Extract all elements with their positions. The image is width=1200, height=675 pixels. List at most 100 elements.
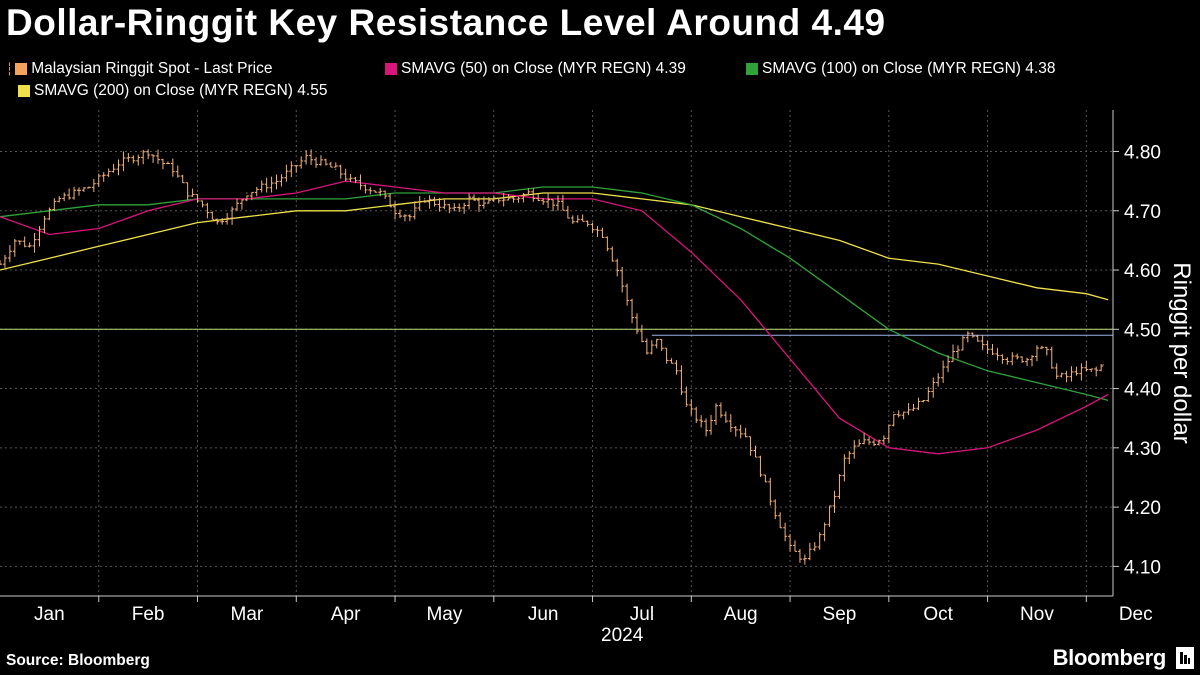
legend-item-spot[interactable]: ┆ Malaysian Ringgit Spot - Last Price (6, 60, 272, 78)
spot-point (893, 411, 895, 413)
sma100-line (0, 186, 1109, 402)
chart-legend: ┆ Malaysian Ringgit Spot - Last Price SM… (6, 60, 1196, 104)
spot-point (483, 204, 485, 206)
spot-point (453, 210, 455, 212)
spot-point (572, 222, 574, 224)
spot-point (1026, 358, 1028, 360)
spot-point (774, 512, 776, 514)
spot-point (937, 376, 939, 378)
spot-point (29, 245, 31, 247)
spot-point (201, 204, 204, 206)
spot-point (863, 441, 865, 443)
spot-point (43, 216, 46, 218)
ohlc-bar-icon: ┆ (6, 62, 14, 76)
series-group (0, 149, 1109, 565)
spot-point (512, 198, 515, 200)
y-tick-label: 4.10 (1124, 557, 1161, 578)
spot-point (695, 417, 697, 419)
spot-point (843, 459, 845, 461)
spot-point (1075, 370, 1078, 372)
x-tick-label: Aug (724, 604, 758, 625)
spot-point (819, 536, 821, 538)
x-tick-label: Mar (231, 604, 264, 625)
spot-point (364, 186, 367, 188)
spot-point (685, 405, 687, 407)
y-axis-label: Ringgit per dollar (1168, 262, 1195, 443)
spot-point (231, 210, 233, 212)
spot-point (379, 192, 381, 194)
spot-point (804, 559, 806, 562)
spot-point (675, 370, 678, 372)
chart-title: Dollar-Ringgit Key Resistance Level Arou… (6, 2, 886, 43)
spot-point (0, 263, 1, 265)
spot-point (88, 186, 90, 188)
source-note: Source: Bloomberg (6, 652, 150, 669)
legend-label-sma100: SMAVG (100) on Close (MYR REGN) 4.38 (762, 60, 1056, 77)
y-tick-label: 4.70 (1124, 202, 1161, 223)
legend-swatch-sma200 (18, 85, 30, 97)
x-tick-label: Nov (1020, 604, 1054, 625)
spot-point (883, 435, 885, 437)
spot-point (409, 216, 411, 218)
x-tick-label: Apr (331, 604, 361, 625)
spot-point (394, 210, 396, 212)
spot-point (982, 346, 984, 348)
legend-label-spot: Malaysian Ringgit Spot - Last Price (31, 60, 273, 77)
spot-point (1036, 346, 1038, 348)
spot-point (996, 352, 999, 354)
x-tick-label: Jul (630, 604, 654, 625)
spot-point (172, 168, 174, 170)
spot-point (873, 441, 875, 443)
spot-point (745, 435, 747, 437)
spot-point (103, 174, 105, 176)
y-tick-label: 4.20 (1124, 498, 1161, 519)
spot-point (833, 494, 836, 496)
spot-point (335, 168, 337, 170)
x-tick-label: Jan (34, 604, 65, 625)
y-tick-label: 4.30 (1124, 439, 1161, 460)
axes: 4.10 4.20 4.30 4.40 4.50 4.60 4.70 4.80 Jan Feb Ma… (0, 110, 1195, 646)
spot-point (320, 162, 322, 164)
x-tick-label: Oct (923, 604, 953, 625)
legend-item-sma100[interactable]: SMAVG (100) on Close (MYR REGN) 4.38 (746, 60, 1055, 78)
spot-point (162, 162, 164, 164)
legend-item-sma200[interactable]: SMAVG (200) on Close (MYR REGN) 4.55 (18, 82, 327, 100)
x-tick-label: Sep (823, 604, 857, 625)
spot-point (468, 198, 470, 200)
legend-label-sma50: SMAVG (50) on Close (MYR REGN) 4.39 (401, 60, 686, 77)
spot-point (261, 186, 263, 188)
spot-point (1016, 358, 1018, 360)
spot-point (424, 198, 426, 200)
legend-swatch-spot (15, 63, 28, 75)
spot-point (952, 352, 954, 354)
spot-point (1065, 376, 1068, 378)
spot-point (646, 352, 648, 354)
spot-point (187, 192, 189, 194)
legend-swatch-sma100 (746, 63, 758, 75)
spot-point (438, 204, 441, 206)
spot-point (1056, 376, 1058, 378)
spot-point (1095, 370, 1097, 372)
spot-point (349, 180, 352, 182)
y-tick-label: 4.50 (1124, 320, 1161, 341)
spot-point (789, 547, 791, 550)
x-tick-label: Jun (528, 604, 559, 625)
bloomberg-terminal-icon (1176, 647, 1194, 669)
spot-point (73, 192, 75, 194)
spot-point (853, 447, 855, 449)
spot-point (656, 340, 658, 342)
spot-point (58, 198, 60, 200)
x-tick-label: May (426, 604, 462, 625)
sma50-line (0, 180, 1109, 455)
spot-point (305, 156, 307, 159)
spot-point (527, 192, 529, 194)
spot-point (907, 411, 910, 413)
spot-point (117, 162, 120, 164)
spot-point (542, 198, 544, 200)
resistance-lines (0, 328, 1113, 336)
legend-item-sma50[interactable]: SMAVG (50) on Close (MYR REGN) 4.39 (385, 60, 686, 78)
y-tick-label: 4.40 (1124, 380, 1161, 401)
spot-point (715, 405, 717, 407)
legend-swatch-sma50 (385, 63, 397, 75)
